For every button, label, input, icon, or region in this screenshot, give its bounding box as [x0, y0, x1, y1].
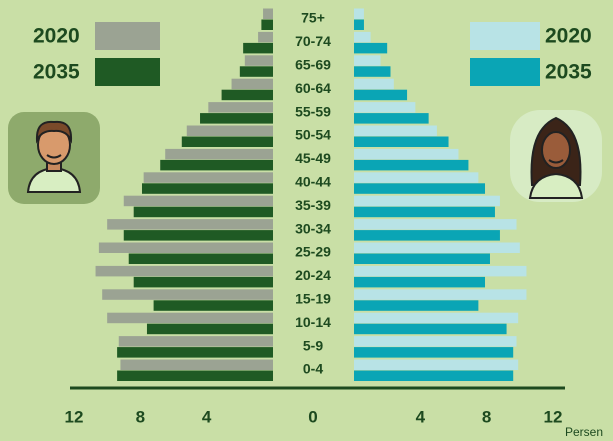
bar: [354, 359, 519, 370]
age-label: 25-29: [295, 244, 331, 260]
legend-swatch: [95, 58, 160, 86]
bar: [208, 102, 273, 113]
bar: [354, 113, 429, 124]
bar: [354, 276, 486, 288]
bar: [102, 289, 273, 300]
age-label: 55-59: [295, 103, 331, 119]
age-label: 10-14: [295, 314, 331, 330]
age-label: 0-4: [303, 361, 323, 377]
bar: [354, 159, 469, 171]
age-label: 65-69: [295, 57, 331, 73]
bar: [181, 136, 273, 147]
bar: [354, 125, 437, 136]
bar: [354, 206, 495, 218]
x-tick-label: 4: [416, 407, 426, 426]
age-label: 70-74: [295, 33, 331, 49]
bar: [354, 195, 500, 207]
age-label: 40-44: [295, 174, 331, 190]
bar: [261, 19, 273, 30]
bar: [354, 323, 507, 335]
bar: [153, 300, 273, 311]
bar: [98, 242, 273, 253]
bar: [354, 370, 514, 381]
legend-label: 2020: [545, 25, 592, 48]
age-label: 35-39: [295, 197, 331, 213]
legend-swatch: [95, 22, 160, 50]
bar: [354, 102, 416, 113]
bar: [200, 113, 273, 124]
bar: [354, 19, 364, 30]
bar: [354, 265, 527, 277]
bar: [354, 230, 500, 241]
legend-label: 2035: [545, 61, 592, 84]
bar: [244, 55, 273, 66]
bar: [354, 55, 381, 66]
bar: [354, 242, 520, 253]
bar: [123, 195, 273, 207]
bar: [354, 148, 459, 160]
age-label: 50-54: [295, 127, 331, 143]
bar: [354, 253, 490, 264]
bar: [123, 230, 273, 241]
bar: [221, 89, 273, 101]
age-label: 60-64: [295, 80, 331, 96]
bar: [120, 359, 273, 370]
x-axis-label: Persen: [565, 425, 603, 439]
bar: [117, 347, 273, 358]
age-label: 75+: [301, 10, 325, 26]
bar: [133, 276, 273, 288]
legend-label: 2035: [33, 61, 80, 84]
bar: [263, 8, 273, 19]
bar: [354, 31, 371, 43]
bar: [354, 66, 391, 77]
bar: [133, 206, 273, 218]
bar: [354, 183, 486, 194]
bar: [354, 136, 449, 147]
x-tick-label: 4: [202, 407, 212, 426]
bar: [231, 78, 273, 90]
age-label: 15-19: [295, 291, 331, 307]
bar: [186, 125, 273, 136]
bar: [165, 148, 273, 160]
male-icon: [8, 112, 100, 204]
bar: [239, 66, 273, 77]
bar: [354, 347, 514, 358]
bar: [160, 159, 273, 171]
age-label: 45-49: [295, 150, 331, 166]
bar: [354, 8, 364, 19]
bar: [146, 323, 273, 335]
bar: [243, 42, 273, 54]
x-tick-label: 0: [308, 407, 317, 426]
bar: [354, 336, 517, 347]
bar: [258, 31, 273, 43]
bar: [354, 312, 519, 324]
bar: [354, 300, 479, 311]
bar: [354, 78, 394, 90]
x-tick-label: 12: [65, 407, 84, 426]
age-label: 30-34: [295, 220, 331, 236]
bar: [128, 253, 273, 264]
bar: [141, 183, 273, 194]
legend-swatch: [470, 22, 540, 50]
x-tick-label: 12: [544, 407, 563, 426]
bar: [143, 172, 273, 183]
legend-label: 2020: [33, 25, 80, 48]
age-label: 20-24: [295, 267, 331, 283]
bar: [95, 265, 273, 277]
bar: [117, 370, 273, 381]
age-label: 5-9: [303, 337, 323, 353]
bar: [354, 289, 527, 300]
female-icon: [510, 110, 602, 202]
bar: [354, 172, 479, 183]
x-tick-label: 8: [482, 407, 491, 426]
bar: [107, 312, 274, 324]
bar: [354, 89, 408, 101]
x-tick-label: 8: [136, 407, 145, 426]
bar: [107, 219, 274, 230]
bar: [354, 42, 388, 54]
legend-swatch: [470, 58, 540, 86]
bar: [118, 336, 274, 347]
bar: [354, 219, 517, 230]
